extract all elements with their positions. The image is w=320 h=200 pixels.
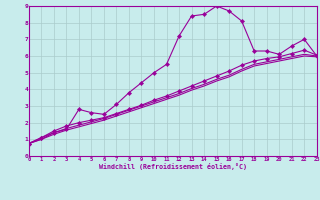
X-axis label: Windchill (Refroidissement éolien,°C): Windchill (Refroidissement éolien,°C) (99, 163, 247, 170)
